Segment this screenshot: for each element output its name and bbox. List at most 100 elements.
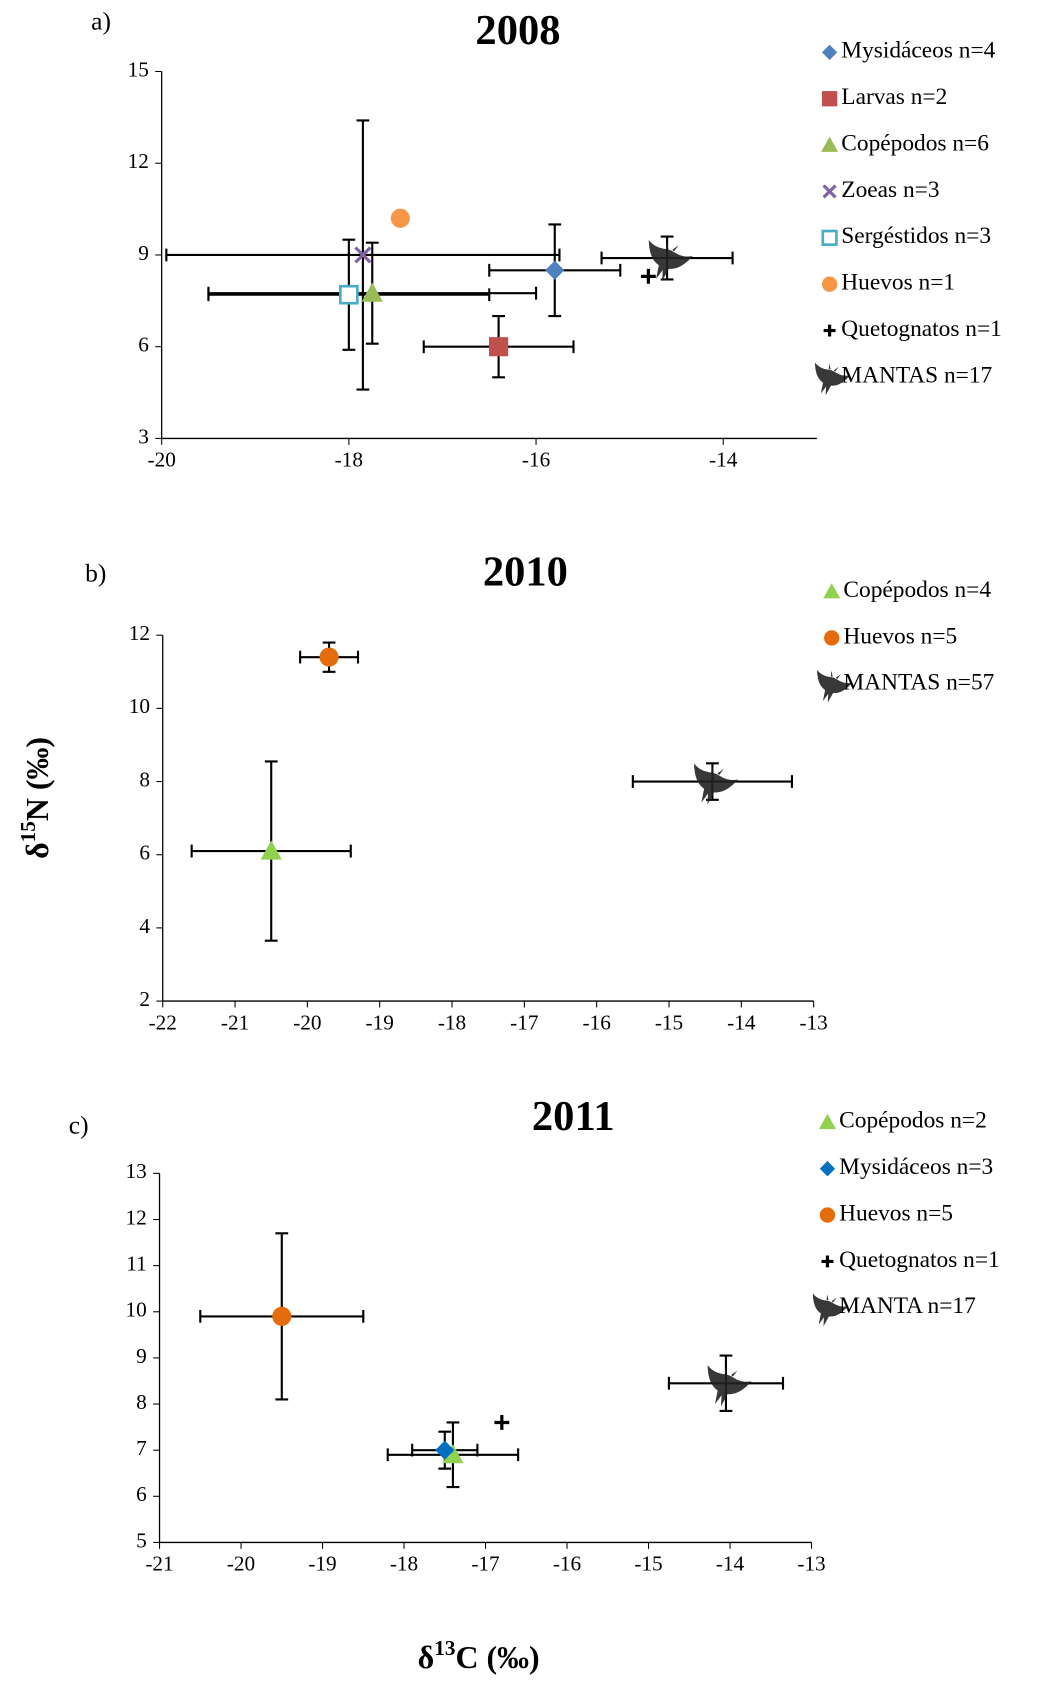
x-tick-label: -21: [145, 1552, 173, 1576]
y-tick-label: 10: [126, 1298, 147, 1322]
y-tick-label: 9: [136, 1344, 147, 1368]
y-tick-label: 12: [126, 1205, 147, 1229]
x-tick-label: -15: [634, 1552, 662, 1576]
chart-title: 2010: [483, 548, 568, 595]
x-axis-label: δ13C (‰): [418, 1636, 540, 1675]
y-tick-label: 13: [126, 1159, 147, 1183]
legend-label: MANTAS n=17: [841, 362, 992, 388]
marker-plus: [823, 324, 836, 337]
legend-label: Copépodos n=4: [843, 577, 991, 603]
marker-circle: [821, 276, 838, 292]
chart-panel: 2011 c) 5 6 7 8 9 10 11 12 13 -21 -20 -19 -18 -17 -16 -15…: [69, 1093, 1000, 1675]
chart-title: 2008: [475, 7, 560, 54]
legend-label: Quetognatos n=1: [839, 1247, 1000, 1273]
marker-circle: [824, 630, 840, 646]
marker-triangle: [821, 136, 839, 152]
panel-label: c): [69, 1110, 89, 1139]
panel-label: a): [91, 6, 111, 35]
label-part: δ: [418, 1640, 435, 1675]
marker-manta: [707, 1365, 752, 1407]
marker-diamond: [821, 44, 838, 61]
x-tick-label: -20: [147, 448, 175, 472]
x-tick-label: -17: [471, 1552, 500, 1576]
marker-triangle: [260, 840, 282, 860]
marker-x: [354, 246, 372, 264]
x-tick-label: -16: [553, 1552, 581, 1576]
y-tick-label: 6: [139, 841, 150, 865]
x-tick-label: -14: [709, 448, 738, 472]
x-tick-label: -19: [308, 1552, 336, 1576]
marker-diamond: [435, 1440, 455, 1460]
legend-label: Huevos n=5: [843, 623, 957, 649]
x-tick-label: -22: [149, 1010, 177, 1034]
legend-label: MANTAS n=57: [843, 670, 994, 696]
label-part: δ: [20, 842, 55, 859]
x-tick-label: -18: [390, 1552, 418, 1576]
x-tick-label: -19: [366, 1010, 394, 1034]
legend-label: Mysidáceos n=3: [839, 1154, 993, 1180]
y-tick-label: 4: [139, 914, 150, 938]
x-tick-label: -15: [655, 1010, 683, 1034]
marker-manta: [814, 362, 851, 396]
marker-manta: [648, 240, 693, 282]
x-tick-label: -21: [221, 1010, 249, 1034]
legend-label: Copépodos n=6: [841, 130, 989, 156]
marker-circle: [819, 1207, 836, 1223]
marker-triangle: [442, 1444, 464, 1464]
legend-label: Huevos n=5: [839, 1200, 953, 1226]
y-tick-label: 11: [126, 1252, 146, 1276]
x-tick-label: -13: [797, 1552, 825, 1576]
label-part: C (‰): [455, 1640, 539, 1675]
marker-x: [822, 184, 837, 199]
marker-open-square: [821, 229, 838, 246]
chart-panel: 2008 a) 3 6 9 12 15 -20 -18 -16 -14 Mysidáceos n=4 L…: [91, 6, 1002, 471]
marker-manta: [817, 669, 853, 703]
x-tick-label: -13: [799, 1010, 827, 1034]
marker-diamond: [819, 1161, 836, 1177]
marker-plus: [821, 1255, 834, 1268]
x-tick-label: -20: [293, 1010, 321, 1034]
y-tick-label: 9: [138, 241, 149, 265]
marker-diamond: [545, 260, 565, 280]
x-tick-label: -14: [727, 1010, 756, 1034]
label-part: N (‰): [20, 737, 55, 821]
panel-label: b): [85, 558, 106, 587]
legend-label: Huevos n=1: [841, 270, 955, 296]
y-tick-label: 2: [139, 987, 150, 1011]
x-tick-label: -16: [582, 1010, 610, 1034]
legend-label: Quetognatos n=1: [841, 316, 1002, 342]
marker-triangle: [361, 282, 383, 302]
marker-triangle: [823, 583, 841, 599]
legend-label: Sergéstidos n=3: [841, 223, 991, 249]
marker-manta: [694, 763, 739, 805]
x-tick-label: -18: [335, 448, 363, 472]
y-tick-label: 8: [139, 767, 150, 791]
x-tick-label: -20: [227, 1552, 255, 1576]
marker-plus: [640, 268, 656, 284]
x-tick-label: -16: [522, 448, 550, 472]
label-superscript: 13: [434, 1636, 455, 1660]
label-superscript: 15: [16, 821, 40, 842]
y-tick-label: 7: [136, 1436, 147, 1460]
y-tick-label: 3: [138, 424, 149, 448]
y-tick-label: 6: [138, 333, 149, 357]
x-tick-label: -18: [438, 1010, 466, 1034]
legend-label: Mysidáceos n=4: [841, 38, 995, 64]
marker-square: [821, 91, 838, 107]
legend-label: Zoeas n=3: [841, 177, 939, 203]
y-tick-label: 5: [136, 1528, 147, 1552]
chart-title: 2011: [532, 1093, 615, 1140]
x-tick-label: -17: [510, 1010, 539, 1034]
y-tick-label: 6: [136, 1482, 147, 1506]
marker-triangle: [818, 1113, 836, 1130]
marker-circle: [272, 1306, 292, 1326]
marker-plus: [494, 1415, 510, 1430]
y-tick-label: 12: [129, 621, 150, 645]
legend-label: MANTA n=17: [839, 1293, 976, 1319]
y-axis-label: δ15N (‰): [16, 737, 55, 859]
x-tick-label: -14: [716, 1552, 745, 1576]
marker-manta: [812, 1293, 848, 1327]
legend-label: Copépodos n=2: [839, 1108, 987, 1134]
marker-square: [489, 337, 509, 357]
